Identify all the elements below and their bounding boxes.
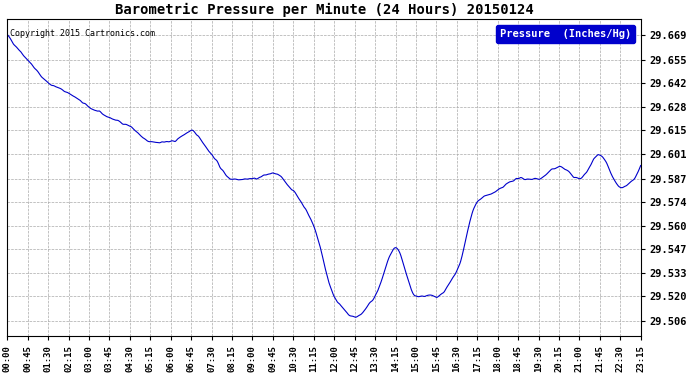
Legend: Pressure  (Inches/Hg): Pressure (Inches/Hg) xyxy=(496,25,635,43)
Text: Copyright 2015 Cartronics.com: Copyright 2015 Cartronics.com xyxy=(10,29,155,38)
Title: Barometric Pressure per Minute (24 Hours) 20150124: Barometric Pressure per Minute (24 Hours… xyxy=(115,3,533,17)
